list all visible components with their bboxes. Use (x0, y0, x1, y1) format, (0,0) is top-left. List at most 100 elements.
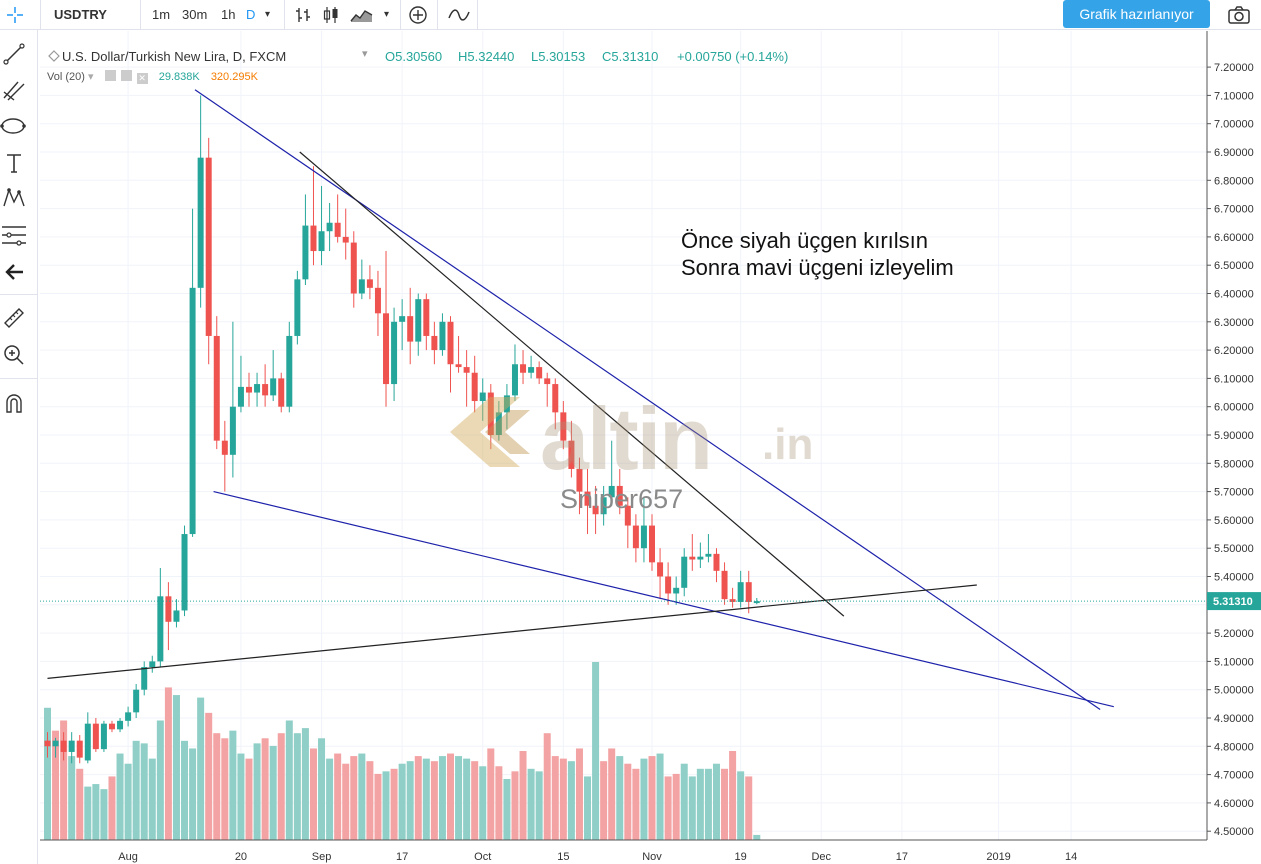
candle-body (108, 723, 115, 730)
volume-bar (181, 740, 189, 840)
volume-bar (358, 753, 366, 840)
time-tick-label: Aug (118, 851, 138, 863)
candle-body (189, 287, 196, 535)
candle (705, 534, 712, 563)
text-tool-icon[interactable] (4, 152, 24, 174)
volume-bar (543, 733, 551, 840)
candle-body (665, 576, 672, 594)
legend-chevron-down-icon[interactable]: ▾ (362, 48, 368, 60)
volume-bar (745, 776, 753, 840)
candle (640, 497, 647, 563)
volume-chevron-down-icon[interactable]: ▾ (87, 71, 94, 83)
volume-bar (318, 738, 326, 840)
trend-line-tool-icon[interactable] (2, 42, 26, 66)
volume-bar (624, 763, 632, 840)
volume-bar (140, 743, 148, 840)
candle-body (600, 497, 607, 515)
candle-body (471, 372, 478, 402)
collapse-legend-icon[interactable] (48, 50, 60, 62)
price-tick-label: 5.90000 (1214, 430, 1254, 442)
candle-body (737, 582, 744, 602)
volume-bar (100, 789, 108, 840)
volume-bar (640, 758, 648, 840)
interval-chevron-down-icon[interactable]: ▾ (265, 9, 271, 20)
interval-1h-button[interactable]: 1h (221, 7, 236, 22)
candle-body (560, 412, 567, 441)
candle-body (528, 367, 535, 373)
add-indicator-icon[interactable] (408, 5, 428, 25)
camera-icon[interactable] (1227, 5, 1251, 25)
crosshair-icon[interactable] (6, 6, 24, 24)
candle (302, 194, 309, 286)
volume-bar (721, 768, 729, 840)
back-arrow-icon[interactable] (3, 261, 25, 283)
drawing-toolbar (0, 30, 38, 864)
candle (157, 568, 164, 668)
candles-icon[interactable] (322, 6, 340, 24)
candle (608, 440, 615, 506)
zoom-in-icon[interactable] (2, 343, 26, 367)
candle-body (366, 279, 373, 288)
volume-bar (414, 756, 422, 840)
candle-body (181, 534, 188, 611)
publish-button[interactable]: Grafik hazırlanıyor (1063, 0, 1210, 28)
candle-body (495, 412, 502, 435)
candle (358, 259, 365, 300)
volume-bar (164, 687, 172, 840)
candle (342, 208, 349, 260)
indicators-wave-icon[interactable] (447, 6, 471, 24)
volume-value: 29.838K (158, 71, 200, 83)
candle (189, 208, 196, 537)
candle-body (157, 596, 164, 662)
shapes-tool-icon[interactable] (0, 114, 28, 138)
candle (407, 287, 414, 365)
interval-30m-button[interactable]: 30m (182, 7, 208, 22)
trendline-black-upper (299, 151, 845, 617)
volume-bar (503, 778, 511, 840)
prediction-tool-icon[interactable] (0, 223, 28, 247)
price-tick-label: 5.50000 (1214, 543, 1254, 555)
chart-annotation[interactable]: Önce siyah üçgen kırılsın Sonra mavi üçg… (681, 227, 954, 281)
interval-d-button[interactable]: D (246, 7, 256, 22)
candle-body (511, 364, 518, 396)
candle (439, 313, 446, 356)
annotation-line-2: Sonra mavi üçgeni izleyelim (681, 255, 954, 280)
magnet-icon[interactable] (2, 392, 26, 416)
time-tick-label: Dec (811, 851, 831, 863)
volume-bar (519, 751, 527, 840)
close-icon[interactable]: ✕ (136, 73, 148, 84)
candle-body (342, 236, 349, 243)
price-tick-label: 5.70000 (1214, 487, 1254, 499)
candle (415, 293, 422, 356)
time-tick-label: Nov (642, 851, 662, 863)
chart-type-chevron-down-icon[interactable]: ▾ (384, 9, 390, 20)
volume-bar (253, 743, 261, 840)
volume-bar (487, 748, 495, 840)
candle (84, 712, 91, 764)
candle-body (608, 485, 615, 498)
volume-bar (221, 738, 229, 840)
pitchfork-tool-icon[interactable] (2, 78, 26, 102)
volume-bar (277, 733, 285, 840)
area-chart-icon[interactable] (350, 6, 374, 24)
ruler-icon[interactable] (2, 306, 26, 330)
candle-body (407, 316, 414, 342)
candle-body (334, 222, 341, 237)
candle (117, 718, 124, 733)
eye-icon[interactable] (104, 70, 116, 81)
symbol-input[interactable]: USDTRY (54, 7, 107, 22)
volume-bar (172, 695, 180, 840)
candle-body (76, 740, 83, 758)
volume-bar (592, 662, 600, 840)
volume-bar (68, 756, 76, 840)
pattern-tool-icon[interactable] (2, 186, 26, 210)
interval-1m-button[interactable]: 1m (152, 7, 171, 22)
bar-chart-icon[interactable] (295, 6, 313, 24)
candle-body (318, 231, 325, 252)
candle-body (278, 378, 285, 407)
candle (600, 485, 607, 526)
candle-body (270, 378, 277, 396)
settings-icon[interactable] (120, 70, 132, 81)
candle (149, 655, 156, 673)
